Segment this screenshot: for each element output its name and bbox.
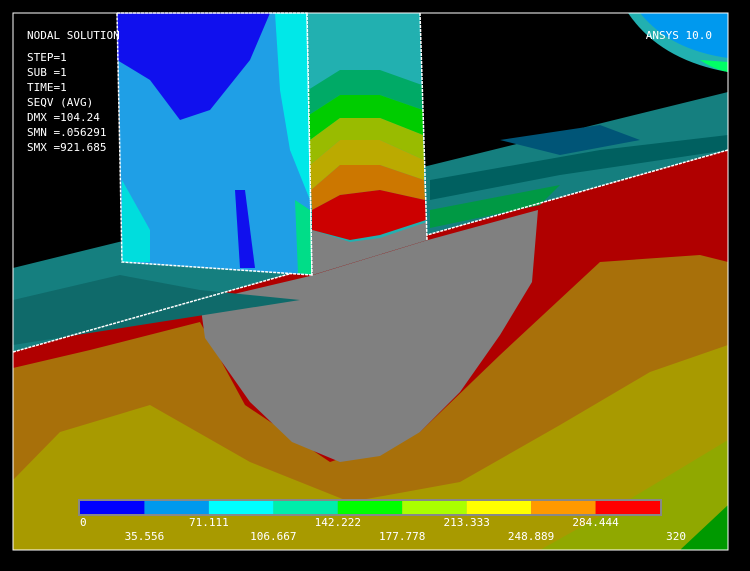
legend-swatch bbox=[337, 501, 403, 514]
legend-swatch bbox=[208, 501, 274, 514]
legend-swatch bbox=[595, 501, 660, 514]
info-line: DMX =104.24 bbox=[27, 111, 100, 124]
info-line: SEQV (AVG) bbox=[27, 96, 93, 109]
legend-label: 213.333 bbox=[443, 516, 489, 529]
contour-model bbox=[12, 12, 729, 550]
legend-swatch bbox=[273, 501, 338, 514]
info-line: SMN =.056291 bbox=[27, 126, 106, 139]
legend-swatch bbox=[144, 501, 209, 514]
legend-label: 248.889 bbox=[508, 530, 554, 543]
legend: 0 35.556 71.111 106.667 142.222 177.778 213.33… bbox=[78, 499, 686, 543]
legend-swatch bbox=[80, 501, 145, 514]
info-line: STEP=1 bbox=[27, 51, 67, 64]
legend-label: 0 bbox=[80, 516, 87, 529]
legend-label: 320 bbox=[666, 530, 686, 543]
legend-label: 106.667 bbox=[250, 530, 296, 543]
legend-label: 177.778 bbox=[379, 530, 425, 543]
legend-label: 71.111 bbox=[189, 516, 229, 529]
legend-label: 142.222 bbox=[315, 516, 361, 529]
plot-title: NODAL SOLUTION bbox=[27, 29, 120, 42]
product-label: ANSYS 10.0 bbox=[646, 29, 712, 42]
info-line: SUB =1 bbox=[27, 66, 67, 79]
legend-swatch bbox=[531, 501, 596, 514]
info-line: SMX =921.685 bbox=[27, 141, 106, 154]
legend-swatch bbox=[466, 501, 532, 514]
frame bbox=[12, 12, 729, 551]
info-line: TIME=1 bbox=[27, 81, 67, 94]
legend-label: 284.444 bbox=[572, 516, 619, 529]
legend-swatch bbox=[402, 501, 467, 514]
legend-label: 35.556 bbox=[125, 530, 165, 543]
